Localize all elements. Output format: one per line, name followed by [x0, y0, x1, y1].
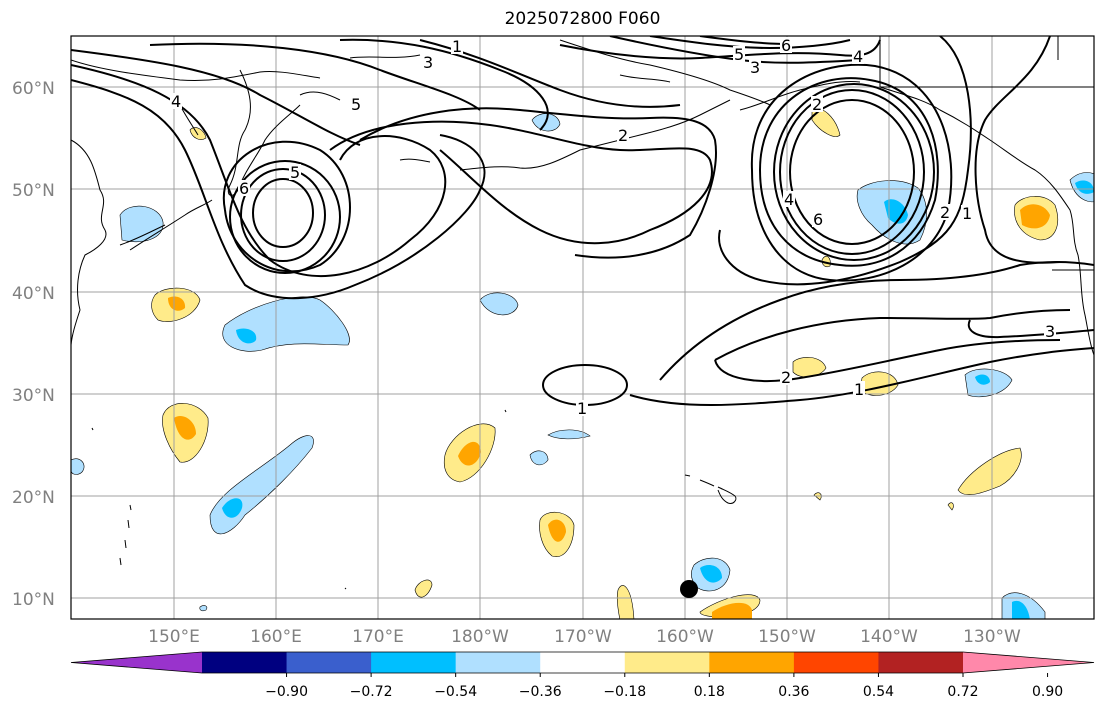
lon-label: 160°E — [250, 627, 302, 647]
lon-label: 170°W — [554, 627, 612, 647]
longitude-labels: 150°E 160°E 170°E 180°W 170°W 160°W 150°… — [148, 627, 1021, 647]
lat-label: 30°N — [12, 386, 55, 406]
contour-label: 1 — [854, 380, 864, 399]
contour-label: 2 — [618, 126, 628, 145]
colorbar-tick-label: −0.72 — [350, 684, 393, 700]
contour-label: 4 — [853, 47, 863, 66]
colorbar-segment — [202, 652, 288, 673]
contour-label: 3 — [750, 58, 760, 77]
station-marker — [680, 580, 698, 598]
colorbar-segment — [878, 652, 964, 673]
colorbar-tick-label: −0.18 — [603, 684, 646, 700]
latitude-labels: 60°N 50°N 40°N 30°N 20°N 10°N — [12, 79, 55, 610]
colorbar-tick-label: −0.54 — [434, 684, 477, 700]
colorbar-tick-label: 0.90 — [1032, 684, 1063, 700]
contour-label-group: 1 3 5 5 6 4 2 5 6 3 4 2 6 4 — [170, 36, 1056, 418]
lon-label: 150°E — [148, 627, 200, 647]
colorbar-extend-high — [963, 652, 1094, 673]
lon-label: 180°W — [451, 627, 509, 647]
lat-label: 50°N — [12, 181, 55, 201]
colorbar: −0.90 −0.72 −0.54 −0.36 −0.18 0.18 0.36 0.54 0.7… — [70, 651, 1095, 700]
lat-label: 20°N — [12, 488, 55, 508]
lon-label: 140°W — [860, 627, 918, 647]
contour-label: 5 — [290, 163, 300, 182]
colorbar-tick-label: 0.36 — [778, 684, 809, 700]
coastlines — [71, 36, 1094, 590]
colorbar-tick-label: −0.90 — [265, 684, 308, 700]
contour-label: 2 — [940, 203, 950, 222]
contour-label: 6 — [239, 179, 249, 198]
colorbar-segment — [793, 652, 879, 673]
lon-label: 170°E — [352, 627, 404, 647]
contour-label: 1 — [452, 37, 462, 56]
colorbar-segment — [286, 652, 372, 673]
contour-label: 3 — [423, 53, 433, 72]
colorbar-tick-label: 0.72 — [947, 684, 978, 700]
colorbar-tick-label: 0.18 — [694, 684, 725, 700]
colorbar-segment — [455, 652, 541, 673]
colorbar-extend-low — [71, 652, 202, 673]
colorbar-outline — [70, 651, 1095, 674]
colorbar-tick-label: 0.54 — [863, 684, 894, 700]
contour-label: 2 — [781, 368, 791, 387]
contour-lines — [71, 36, 1094, 406]
map-frame — [70, 35, 1095, 620]
contour-label: 5 — [351, 95, 361, 114]
contour-label: 3 — [1045, 322, 1055, 341]
lon-label: 150°W — [758, 627, 816, 647]
map-title: 2025072800 F060 — [504, 9, 661, 29]
colorbar-tick-label: −0.36 — [519, 684, 562, 700]
lon-label: 130°W — [963, 627, 1021, 647]
contour-label: 6 — [813, 210, 823, 229]
lat-label: 40°N — [12, 284, 55, 304]
graticule — [71, 36, 1094, 619]
lat-label: 60°N — [12, 79, 55, 99]
contour-label: 2 — [812, 95, 822, 114]
colorbar-segment — [540, 652, 626, 673]
colorbar-segment — [624, 652, 710, 673]
anomaly-shading — [71, 108, 1094, 619]
contour-label: 4 — [171, 92, 181, 111]
contour-label: 4 — [784, 190, 794, 209]
colorbar-segment — [371, 652, 457, 673]
contour-label: 5 — [734, 45, 744, 64]
lat-label: 10°N — [12, 590, 55, 610]
contour-label: 6 — [781, 36, 791, 55]
contour-label: 1 — [577, 399, 587, 418]
contour-label: 1 — [962, 204, 972, 223]
lon-label: 160°W — [656, 627, 714, 647]
colorbar-segment — [709, 652, 795, 673]
